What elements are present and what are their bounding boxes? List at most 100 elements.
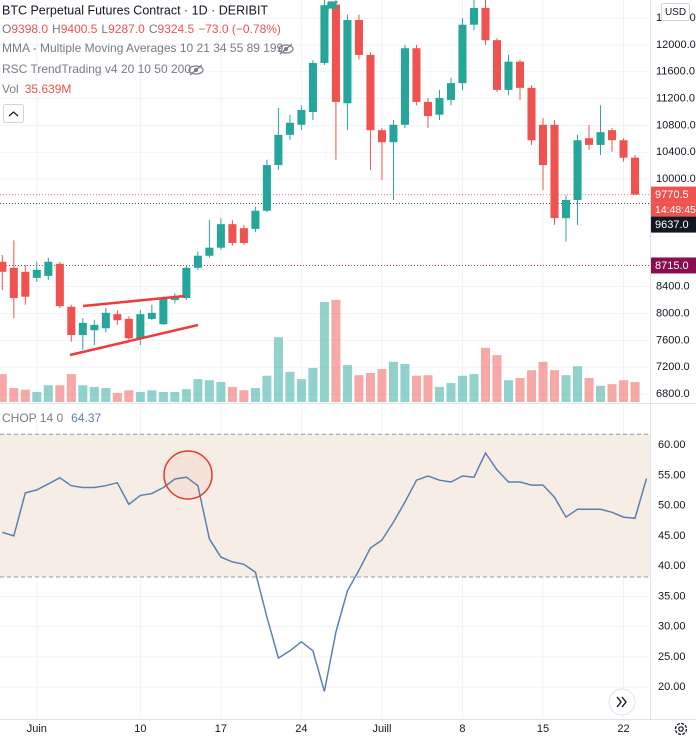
candle-body — [377, 130, 386, 143]
candle-body — [446, 83, 455, 100]
volume-bar — [250, 388, 260, 402]
volume-bar — [55, 385, 65, 402]
collapse-button[interactable] — [3, 104, 24, 123]
change-value: −73.0 (−0.78%) — [198, 22, 281, 36]
candle-body — [239, 228, 248, 243]
volume-bar — [89, 386, 99, 402]
candle-body — [101, 312, 110, 329]
chop-title: CHOP 14 0 — [2, 411, 63, 425]
candle-body — [216, 224, 225, 248]
candle-body — [159, 298, 168, 325]
indicator-legend: RSC TrendTrading v4 20 10 50 200 — [2, 62, 191, 76]
candle-body — [320, 5, 329, 63]
ohlc-value: 9398.0 — [11, 22, 48, 36]
volume-bar — [135, 391, 145, 402]
wedge-upper-line — [82, 294, 186, 308]
y-tick-label: 10800.0 — [656, 119, 696, 131]
candle-body — [0, 261, 7, 272]
volume-bar — [273, 337, 283, 402]
candle-body — [550, 124, 559, 219]
volume-bar — [9, 388, 19, 402]
volume-bar — [434, 386, 444, 402]
volume-bar — [43, 385, 53, 402]
candle-body — [389, 124, 398, 143]
y-tick-label: 10000.0 — [656, 173, 696, 185]
flag-icon[interactable] — [327, 1, 339, 14]
volume-bar — [400, 364, 410, 402]
candle-body — [608, 130, 617, 141]
volume-bar — [319, 302, 329, 402]
countdown-box — [651, 202, 696, 217]
y-tick-label: 60.00 — [658, 439, 686, 451]
volume-bar — [515, 377, 525, 402]
volume-bar — [423, 375, 433, 402]
candle-body — [32, 269, 41, 278]
y-tick-label: 45.00 — [658, 530, 686, 542]
candle-body — [55, 263, 64, 307]
candle-body — [21, 271, 30, 297]
settings-icon[interactable] — [674, 722, 688, 736]
y-tick-label: 6800.0 — [656, 388, 690, 400]
candle-body — [435, 97, 444, 115]
candle-body — [573, 140, 582, 200]
candle-body — [331, 4, 340, 102]
candle-body — [504, 61, 513, 90]
volume-bar — [561, 375, 571, 402]
y-tick-label: 11600.0 — [656, 66, 695, 78]
candle-body — [400, 48, 409, 125]
volume-bar — [584, 377, 594, 402]
ohlc-key: L — [101, 22, 108, 36]
y-tick-label: 40.00 — [658, 560, 686, 572]
price-marker-label: 8715.0 — [655, 260, 689, 272]
price-marker-label: 9770.5 — [655, 189, 689, 201]
candle-body — [78, 322, 87, 335]
x-tick-label: 15 — [537, 723, 549, 735]
volume-bar — [181, 389, 191, 402]
volume-bar — [204, 380, 214, 402]
y-tick-label: 11200.0 — [656, 92, 695, 104]
x-tick-label: 10 — [134, 723, 146, 735]
volume-bar — [170, 391, 180, 402]
volume-bar — [354, 375, 364, 402]
candle-body — [262, 165, 271, 211]
candle-body — [274, 134, 283, 166]
x-tick-label: 8 — [459, 723, 465, 735]
scroll-icon — [616, 696, 627, 708]
scroll-button[interactable] — [608, 688, 636, 716]
candle-body — [343, 20, 352, 104]
chop-legend: CHOP 14 0 64.37 — [2, 411, 102, 425]
candle-body — [515, 61, 525, 88]
price-marker-label: 9637.0 — [655, 219, 689, 231]
volume-bar — [0, 374, 7, 402]
band-fill — [0, 434, 650, 578]
volume-bar — [239, 390, 249, 402]
candle-body — [458, 24, 467, 84]
ohlc-legend: O9398.0 H9400.5 L9287.0 C9324.5 −73.0 (−0.78… — [2, 22, 281, 36]
chop-line — [2, 451, 648, 692]
ohlc-key: O — [2, 22, 11, 36]
volume-bar — [285, 371, 295, 402]
collapse-icon — [8, 111, 19, 117]
volume-bar — [147, 390, 157, 402]
volume-bar — [158, 391, 168, 402]
currency-box[interactable] — [661, 3, 690, 21]
y-tick-label: 25.00 — [658, 651, 686, 663]
x-tick-label: 24 — [295, 723, 307, 735]
countdown-label: 14:48:45 — [655, 204, 696, 216]
hide-icon[interactable] — [188, 64, 204, 76]
volume-bar — [538, 361, 548, 402]
candle-body — [147, 312, 156, 319]
axis-layer: Juin101724Juill8152212400.012000.011600.… — [27, 12, 696, 735]
volume-bar — [227, 386, 237, 402]
candle-body — [67, 306, 76, 335]
candle-body — [285, 122, 294, 135]
ohlc-value: 9287.0 — [108, 22, 145, 36]
candle-body — [366, 54, 375, 131]
volume-bar — [262, 375, 272, 402]
volume-bar — [308, 367, 318, 402]
y-tick-label: 7200.0 — [656, 361, 690, 373]
y-tick-label: 35.00 — [658, 590, 686, 602]
hide-icon[interactable] — [278, 43, 294, 55]
volume-bar — [480, 347, 491, 402]
